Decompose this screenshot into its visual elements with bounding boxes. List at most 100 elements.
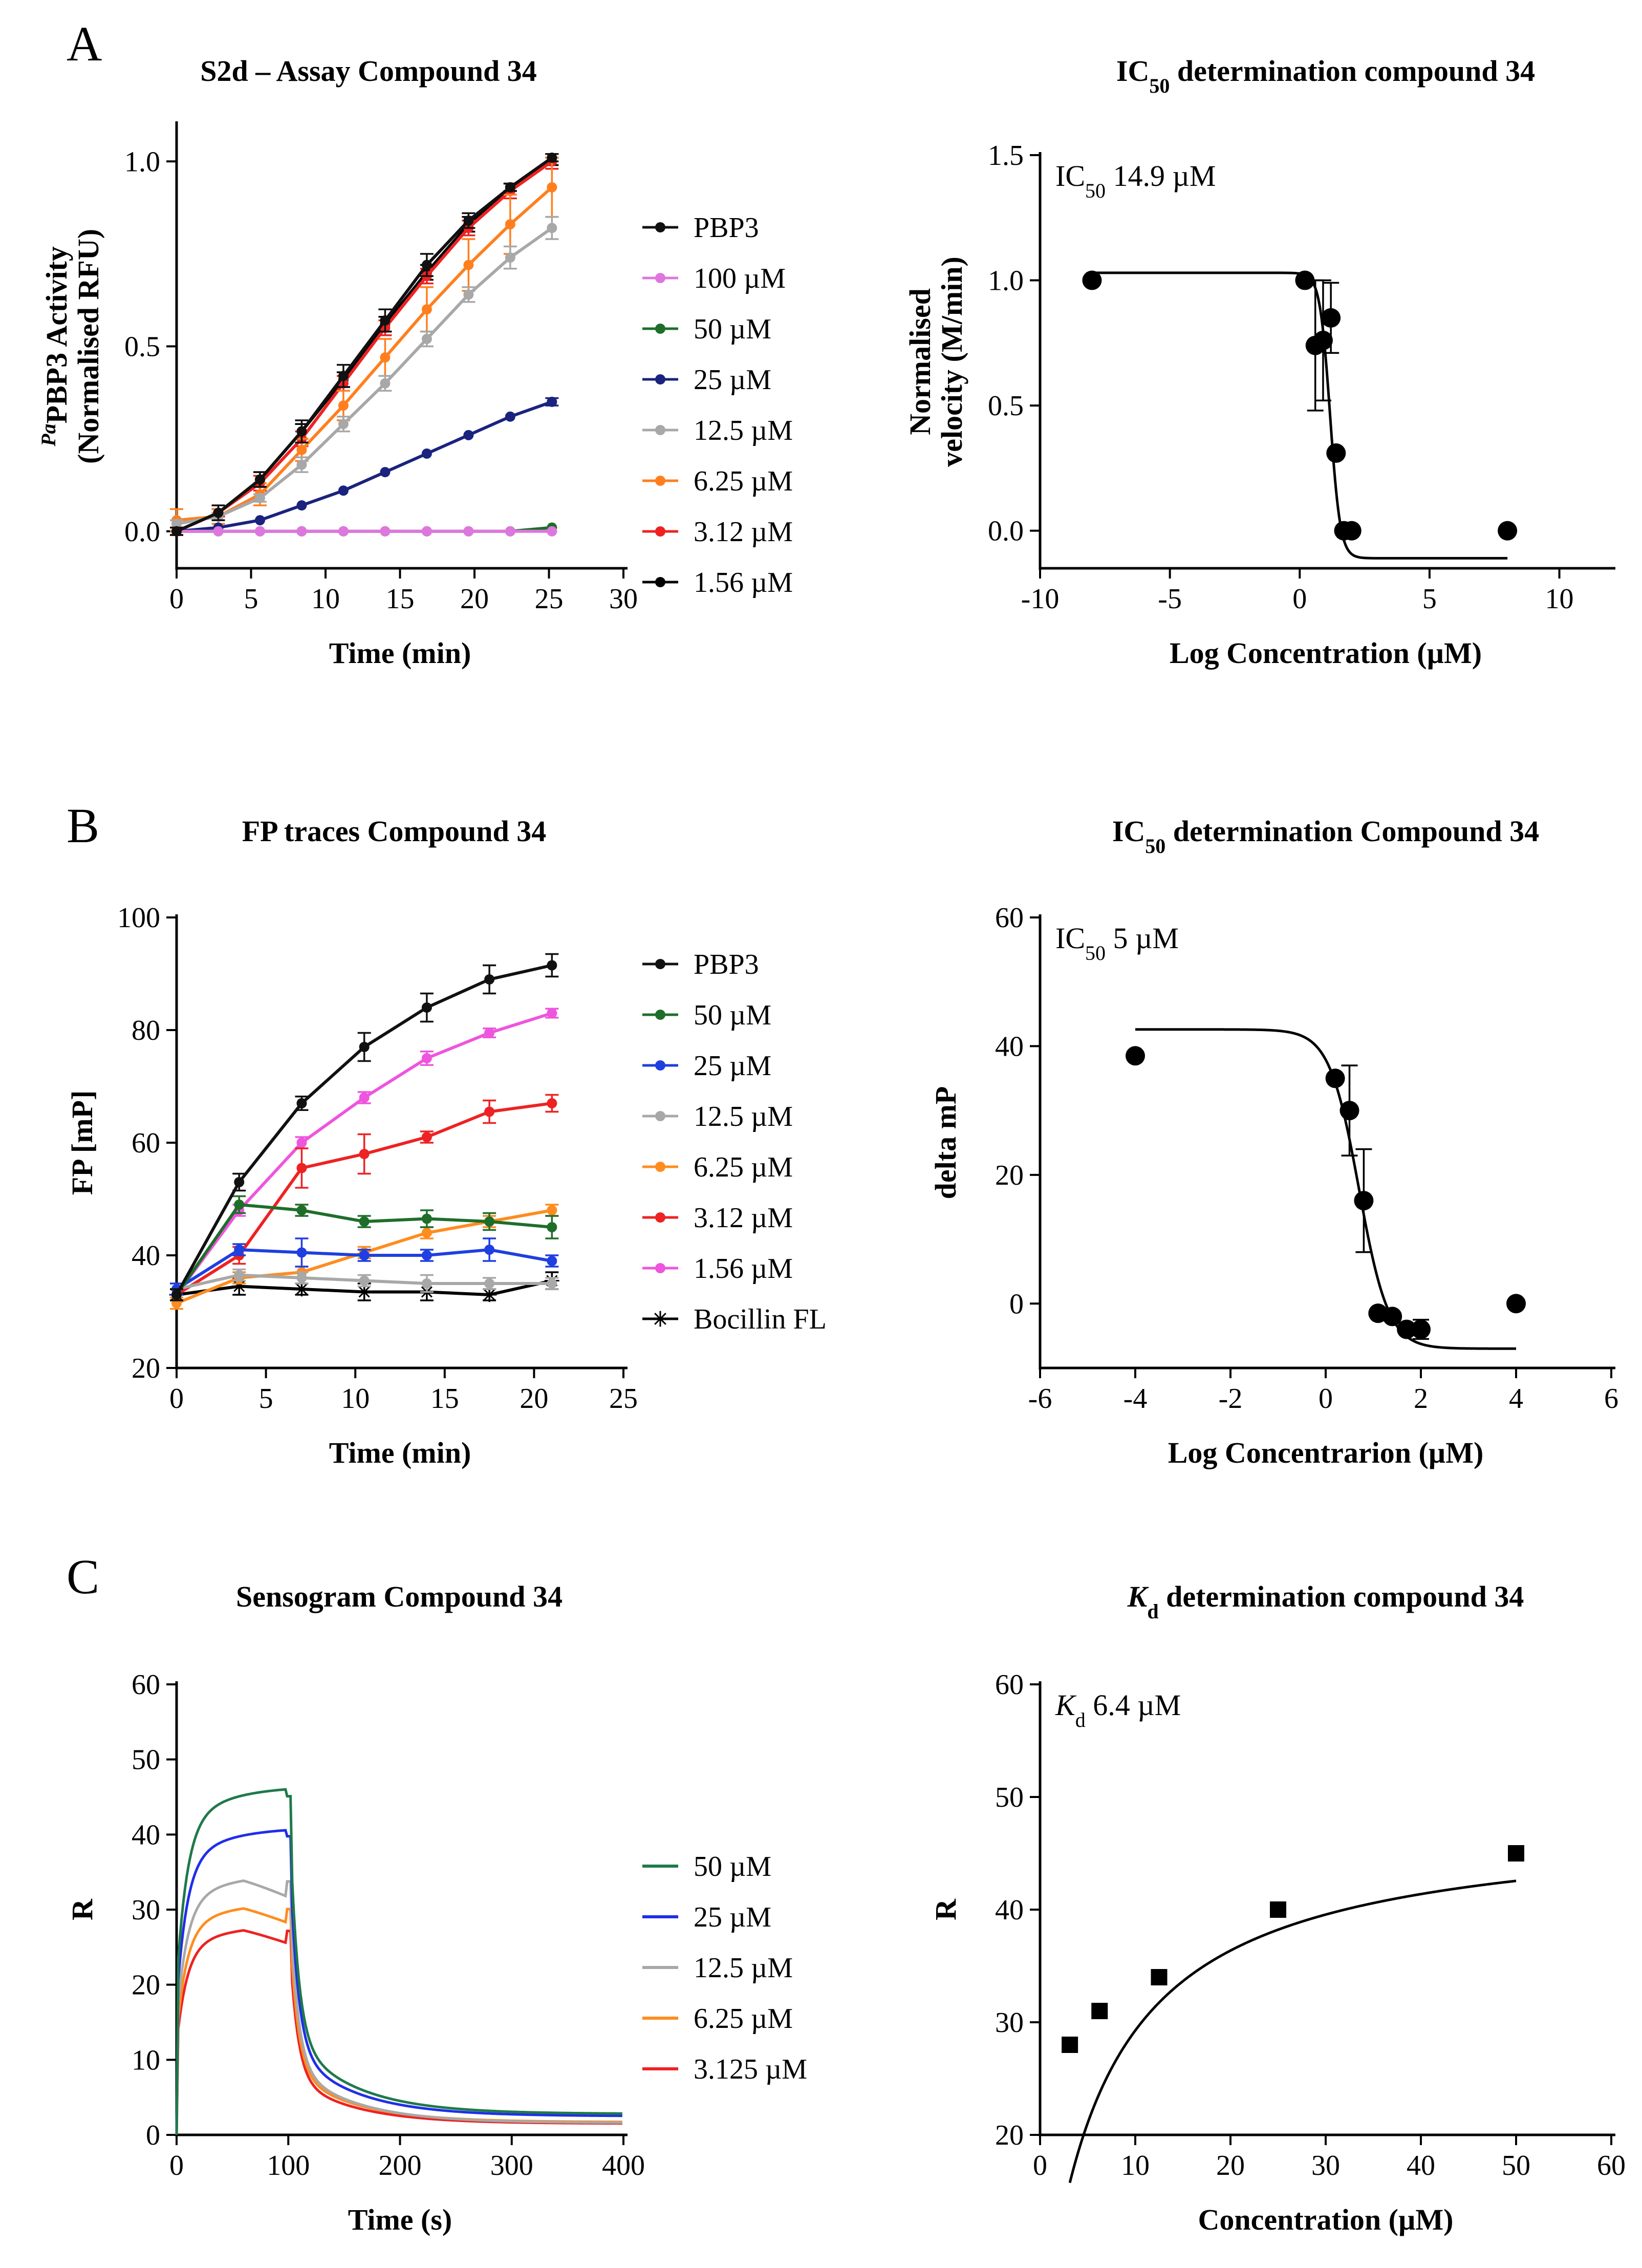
x-tick-label: 40 [1407,2150,1435,2181]
data-point [338,526,349,537]
legend-item-pbp3: PBP3 [642,212,759,244]
data-point [231,1279,247,1294]
data-point [359,1250,370,1260]
series-line [176,400,553,533]
data-point [294,1281,309,1297]
data-point [463,430,474,440]
legend-label: 6.25 µM [694,465,793,497]
x-tick-label: 5 [1422,583,1437,615]
data-point [1313,330,1333,350]
x-tick-label: 10 [1121,2150,1150,2181]
data-point [655,1162,665,1172]
data-point [655,1010,665,1020]
data-point [547,223,557,233]
x-tick-label: 60 [1597,2150,1626,2181]
data-point [652,1311,668,1327]
x-axis-label: Concentration (µM) [1198,2203,1454,2236]
y-tick-label: 50 [132,1744,160,1776]
data-point [421,1278,432,1289]
x-tick-label: 50 [1502,2150,1530,2181]
data-point [254,515,265,526]
series-line [176,156,553,533]
y-tick-label: 0.5 [988,390,1024,422]
data-point [1397,1319,1417,1339]
y-tick-label: 80 [132,1015,160,1046]
data-point [421,1132,432,1142]
data-point [655,1212,665,1223]
y-tick-label: 1.0 [124,146,160,178]
series-pbp3 [170,153,559,537]
x-tick-label: 0 [1033,2150,1047,2181]
y-tick-label: 0.0 [988,516,1024,547]
chart-a1-activity: S2d – Assay Compound 34 0 5 10 15 20 25 30 0.0 0.… [37,54,793,670]
legend-item-3.125-m: 3.125 µM [642,2053,807,2085]
data-point [296,526,307,537]
x-tick-label: 5 [244,583,258,615]
legend-item-100-m: 100 µM [642,263,786,294]
legend-item-25-m: 25 µM [642,1901,771,1933]
data-point [338,400,349,411]
panel-letter-a: A [67,16,102,71]
legend-item-12.5-m: 12.5 µM [642,1101,793,1132]
data-point [421,1053,432,1063]
data-point [234,1270,245,1280]
panel-letter-b: B [67,798,99,853]
x-tick-label: 0 [1292,583,1307,615]
legend-item-3.12-m: 3.12 µM [642,516,793,548]
series-6.25-m [170,157,559,532]
x-axis-label: Time (s) [348,2203,452,2236]
x-axis-label: Log Concentration (µM) [1170,636,1482,670]
data-point [547,1256,557,1266]
series-line-12.5-m [175,1879,622,2135]
series-line [175,964,552,1296]
series-12.5-m [170,1268,559,1296]
data-point [655,324,665,334]
data-point [421,334,432,345]
data-point [547,1278,557,1289]
data-point [421,304,432,315]
chart-title: S2d – Assay Compound 34 [200,54,537,88]
y-tick-label: 40 [132,1240,160,1272]
x-axis-label: Time (min) [329,636,471,670]
y-axis-label-line2: velocity (M/min) [935,256,968,467]
data-point [421,260,432,270]
legend-item-12.5-m: 12.5 µM [642,1952,793,1984]
legend-label: 100 µM [694,263,786,294]
x-tick-label: 0 [169,1383,184,1415]
legend-label: 3.12 µM [694,516,793,548]
y-tick-label: 0 [1009,1288,1024,1320]
chart-b1-fp-traces: FP traces Compound 34 0 5 10 15 20 25 20 40 60 80 1… [66,815,827,1469]
y-tick-label: 30 [995,2007,1024,2039]
x-tick-label: 20 [1216,2150,1245,2181]
annotation-label: Kd 6.4 µM [1055,1688,1181,1731]
x-tick-label: -2 [1219,1383,1243,1415]
data-point [1354,1191,1374,1211]
y-tick-label: 10 [132,2044,160,2076]
legend-item-bocillin-fl: Bocillin FL [642,1303,827,1335]
data-point [484,1216,495,1227]
y-axis-label: delta mP [929,1086,962,1200]
chart-c2-kd: Kd determination compound 34 0 10 20 30 40 50 6… [929,1580,1626,2236]
data-point [171,1290,182,1300]
series-pbp3 [170,953,559,1301]
legend-item-1.56-m: 1.56 µM [642,1253,793,1285]
chart-b2-ic50: IC50 determination Compound 34 -6 -4 -2 0 2 4 6… [929,815,1618,1469]
data-point [655,1263,665,1273]
data-point [421,1228,432,1238]
legend-label: Bocillin FL [694,1303,827,1335]
x-tick-label: 15 [386,583,415,615]
fit-curve [1135,1028,1517,1350]
data-point [1339,1101,1359,1121]
series-3.12-m [170,1094,559,1301]
data-point [505,526,515,537]
data-point [421,448,432,459]
data-point [234,1245,245,1255]
data-point [505,219,515,230]
y-tick-label: 50 [995,1782,1024,1813]
data-point [296,1205,307,1215]
data-point [482,1287,497,1302]
x-tick-label: 10 [341,1383,370,1415]
data-point [1270,1901,1286,1918]
x-tick-label: -6 [1028,1383,1052,1415]
